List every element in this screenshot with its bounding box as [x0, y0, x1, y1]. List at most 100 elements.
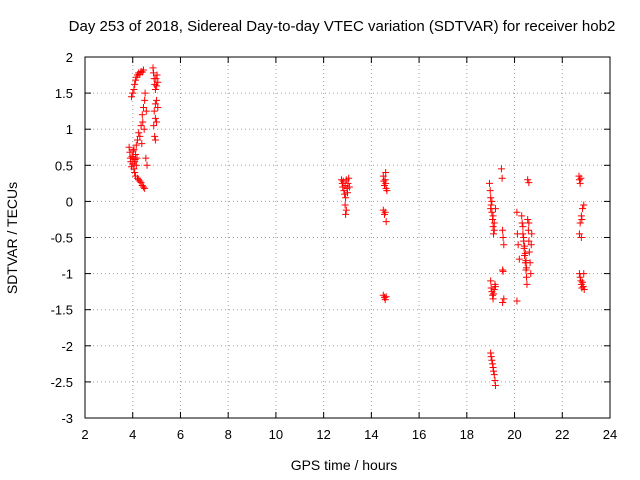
data-point: [129, 147, 137, 155]
x-tick-label: 16: [412, 427, 426, 442]
data-point: [131, 169, 139, 177]
data-point: [575, 176, 583, 184]
data-point: [135, 129, 143, 137]
data-point: [345, 183, 353, 191]
data-point: [488, 356, 496, 364]
data-point: [577, 174, 585, 182]
y-tick-label: -0.5: [51, 231, 73, 246]
x-tick-label: 10: [269, 427, 283, 442]
data-point: [151, 136, 159, 144]
x-tick-label: 22: [555, 427, 569, 442]
data-point: [342, 210, 350, 218]
data-point: [132, 76, 140, 84]
data-point: [142, 107, 150, 115]
data-point: [139, 183, 147, 191]
data-point: [488, 197, 496, 205]
data-point: [382, 293, 390, 301]
data-point: [150, 107, 158, 115]
data-point: [150, 122, 158, 130]
data-point: [383, 187, 391, 195]
data-point: [131, 80, 139, 88]
data-point: [133, 154, 141, 162]
data-point: [344, 179, 352, 187]
y-tick-label: -3: [61, 411, 73, 426]
data-point: [575, 230, 583, 238]
data-point: [488, 208, 496, 216]
data-point: [132, 161, 140, 169]
data-point: [513, 208, 521, 216]
data-point: [525, 179, 533, 187]
data-point: [151, 114, 159, 122]
y-tick-label: 1.5: [55, 86, 73, 101]
x-tick-label: 24: [603, 427, 617, 442]
data-point: [134, 136, 141, 144]
data-point: [128, 93, 136, 101]
x-tick-label: 8: [225, 427, 232, 442]
axis-ticks: [84, 56, 611, 419]
x-axis-label: GPS time / hours: [291, 457, 398, 473]
data-point: [513, 297, 521, 305]
x-tick-labels: 2 4 6 8 10 12 14 16 18 20 22 24: [81, 427, 617, 442]
data-point: [490, 367, 498, 375]
y-tick-label: 0.5: [55, 158, 73, 173]
data-point: [528, 230, 536, 238]
data-point: [143, 161, 151, 169]
data-point: [130, 165, 138, 173]
data-point: [524, 226, 532, 234]
data-point: [518, 219, 526, 227]
data-point: [140, 125, 148, 133]
data-point: [381, 296, 389, 304]
y-tick-label: 2: [66, 50, 73, 65]
data-point: [514, 241, 522, 249]
data-point: [153, 82, 161, 90]
data-point: [136, 132, 144, 140]
data-point: [341, 190, 349, 198]
data-point: [490, 371, 498, 379]
data-point: [576, 219, 584, 227]
data-point: [499, 267, 507, 275]
data-point: [149, 69, 157, 77]
plot-frame: [84, 56, 611, 419]
data-point: [136, 177, 144, 185]
data-point: [153, 96, 161, 104]
data-point: [577, 234, 585, 241]
x-tick-label: 18: [460, 427, 474, 442]
data-points: [125, 64, 588, 390]
data-point: [138, 111, 146, 119]
data-point: [130, 85, 138, 93]
grid-lines: [85, 57, 610, 418]
data-point: [138, 140, 146, 148]
x-tick-label: 4: [129, 427, 136, 442]
y-tick-label: 0: [66, 194, 73, 209]
data-point: [137, 122, 145, 130]
data-point: [490, 219, 498, 227]
data-point: [487, 353, 495, 361]
data-point: [130, 145, 138, 153]
data-point: [128, 153, 136, 161]
data-point: [382, 218, 390, 226]
data-point: [154, 104, 162, 112]
y-tick-label: 1: [66, 122, 73, 137]
data-point: [576, 179, 584, 187]
data-point: [141, 96, 149, 104]
data-point: [153, 118, 161, 126]
data-point: [522, 257, 530, 265]
data-point: [525, 219, 533, 227]
data-point: [489, 212, 497, 220]
data-point: [345, 174, 353, 182]
data-point: [500, 295, 508, 303]
y-tick-label: -1: [61, 267, 73, 282]
data-point: [487, 277, 495, 285]
data-point: [342, 206, 350, 214]
data-point: [520, 234, 528, 241]
data-point: [580, 270, 588, 278]
data-point: [497, 165, 505, 173]
y-tick-labels: 2 1.5 1 0.5 0 -0.5 -1 -1.5 -2 -2.5 -3: [51, 50, 73, 426]
data-point: [382, 169, 390, 177]
data-point: [579, 283, 587, 291]
x-tick-label: 12: [316, 427, 330, 442]
data-point: [151, 100, 159, 108]
data-point: [522, 264, 530, 272]
data-point: [129, 89, 137, 97]
